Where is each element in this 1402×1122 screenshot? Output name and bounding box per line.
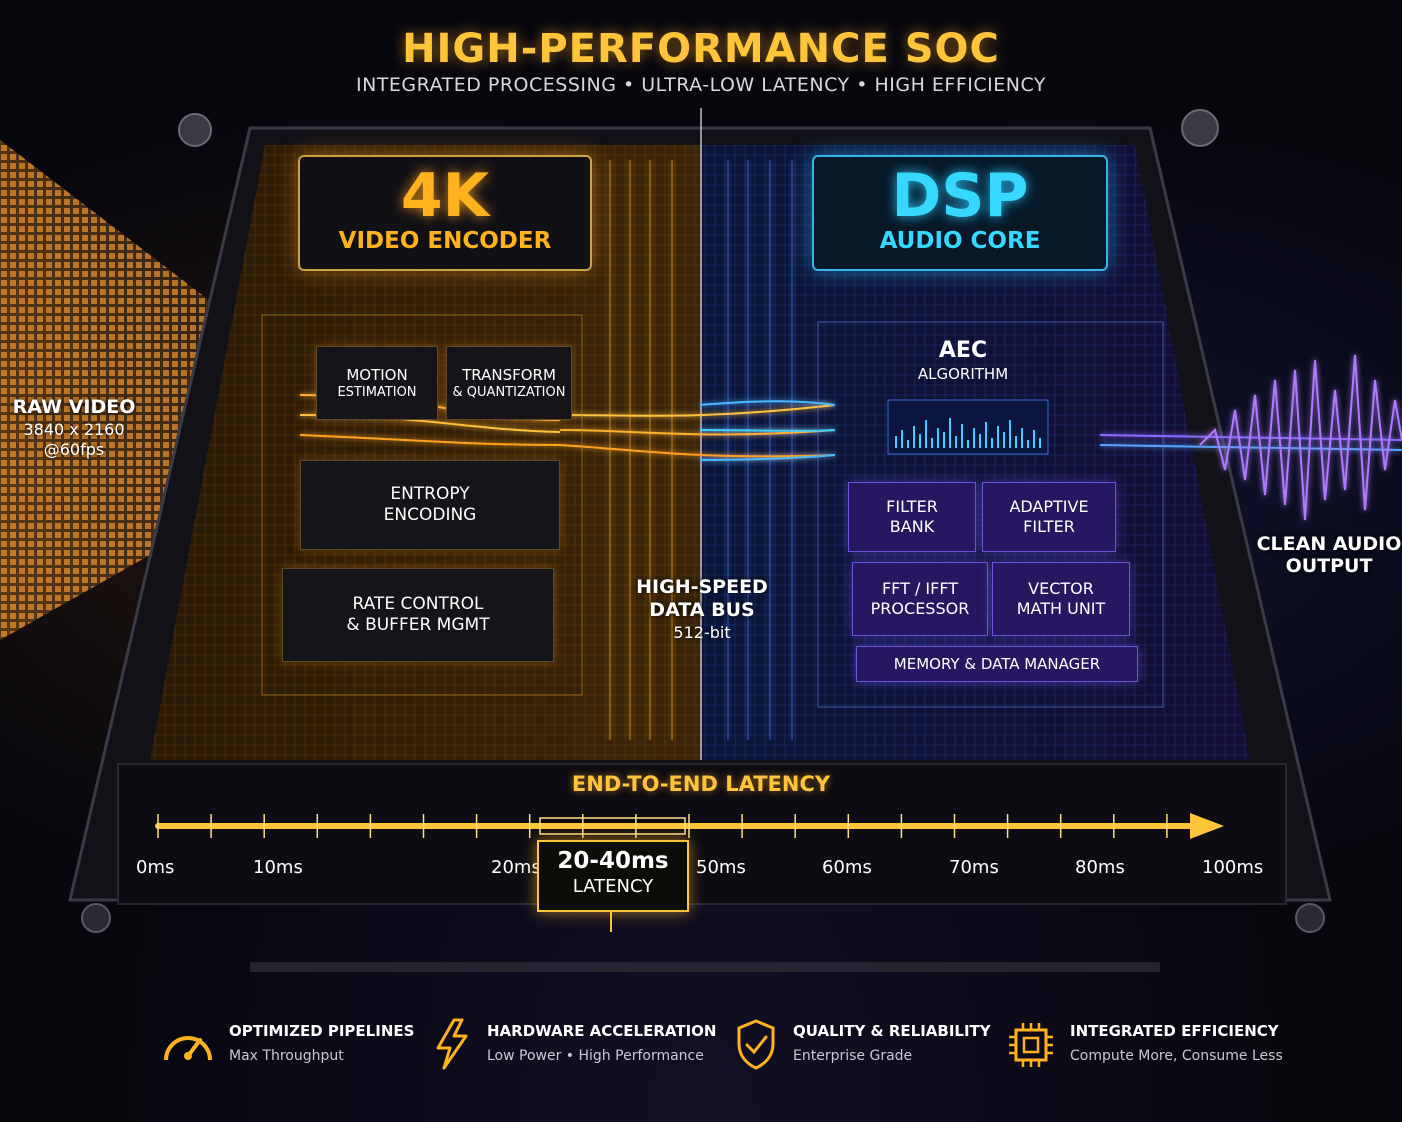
filter-bank-block: FILTER BANK <box>848 482 976 552</box>
speedometer-icon <box>164 1036 212 1061</box>
video-encoder-subtitle: VIDEO ENCODER <box>338 228 552 254</box>
rate-control-line1: RATE CONTROL <box>352 594 484 614</box>
vector-math-unit-block: VECTOR MATH UNIT <box>992 562 1130 636</box>
chip-icon <box>1009 1023 1053 1067</box>
data-bus-label: HIGH-SPEED DATA BUS 512-bit <box>620 576 784 644</box>
adaptive-filter-block: ADAPTIVE FILTER <box>982 482 1116 552</box>
rate-control-line2: & BUFFER MGMT <box>346 615 490 635</box>
motion-estimation-line2: ESTIMATION <box>337 385 417 400</box>
audio-core-subtitle: AUDIO CORE <box>879 228 1041 254</box>
data-bus-width: 512-bit <box>673 623 731 642</box>
audio-core-header: DSP AUDIO CORE <box>812 155 1108 271</box>
tick-label-50ms: 50ms <box>696 857 746 878</box>
motion-estimation-line1: MOTION <box>346 366 408 384</box>
feature-subtitle: Max Throughput <box>229 1048 344 1064</box>
feature-title: HARDWARE ACCELERATION <box>487 1022 717 1040</box>
page-title: HIGH-PERFORMANCE SOC <box>402 26 1000 72</box>
raw-video-label: RAW VIDEO 3840 x 2160 @60fps <box>8 396 140 459</box>
transform-line1: TRANSFORM <box>462 366 556 384</box>
aec-algorithm-block: AEC ALGORITHM <box>838 334 1088 388</box>
output-line2: OUTPUT <box>1285 555 1373 577</box>
entropy-encoding-block: ENTROPY ENCODING <box>300 460 560 550</box>
filter-bank-line1: FILTER <box>886 497 938 516</box>
shield-check-icon <box>737 1019 775 1070</box>
tick-label-100ms: 100ms <box>1202 857 1264 878</box>
entropy-line1: ENTROPY <box>390 484 470 504</box>
raw-video-title: RAW VIDEO <box>12 396 136 418</box>
feature-subtitle: Enterprise Grade <box>793 1048 913 1064</box>
data-bus-line2: DATA BUS <box>649 599 755 621</box>
latency-highlight-box: 20-40ms LATENCY <box>537 840 689 912</box>
raw-video-resolution: 3840 x 2160 <box>23 420 125 439</box>
adaptive-filter-line1: ADAPTIVE <box>1009 497 1089 516</box>
output-line1: CLEAN AUDIO <box>1256 533 1402 555</box>
tick-label-60ms: 60ms <box>822 857 872 878</box>
filter-bank-line2: BANK <box>889 517 935 536</box>
latency-axis-arrowhead <box>1190 813 1224 839</box>
feature-title: OPTIMIZED PIPELINES <box>229 1022 415 1040</box>
clean-audio-output-label: CLEAN AUDIO OUTPUT <box>1256 533 1402 577</box>
raw-video-framerate: @60fps <box>43 440 105 459</box>
vector-line2: MATH UNIT <box>1016 599 1106 618</box>
latency-highlight-range <box>539 817 686 835</box>
transform-line2: & QUANTIZATION <box>452 385 566 400</box>
video-encoder-header: 4K VIDEO ENCODER <box>298 155 592 271</box>
adaptive-filter-line2: FILTER <box>1023 517 1075 536</box>
page-subtitle: INTEGRATED PROCESSING • ULTRA-LOW LATENC… <box>356 74 1046 96</box>
lightning-icon <box>436 1018 468 1070</box>
transform-quantization-block: TRANSFORM & QUANTIZATION <box>446 346 572 420</box>
fft-line1: FFT / IFFT <box>881 579 959 598</box>
tick-label-0ms: 0ms <box>136 857 175 878</box>
feature-title: INTEGRATED EFFICIENCY <box>1070 1022 1279 1040</box>
tick-label-20ms: 20ms <box>491 857 541 878</box>
entropy-line2: ENCODING <box>383 505 477 525</box>
fft-line2: PROCESSOR <box>870 599 970 618</box>
feature-title: QUALITY & RELIABILITY <box>793 1022 991 1040</box>
latency-highlight-value: 20-40ms <box>557 848 669 874</box>
memory-data-manager-block: MEMORY & DATA MANAGER <box>856 646 1138 682</box>
feature-subtitle: Compute More, Consume Less <box>1070 1048 1283 1064</box>
tick-label-80ms: 80ms <box>1075 857 1125 878</box>
fft-processor-block: FFT / IFFT PROCESSOR <box>852 562 988 636</box>
latency-highlight-label: LATENCY <box>572 876 654 897</box>
aec-line2: ALGORITHM <box>917 365 1009 383</box>
memory-data-manager-label: MEMORY & DATA MANAGER <box>893 655 1101 673</box>
vector-line1: VECTOR <box>1028 579 1094 598</box>
rate-control-block: RATE CONTROL & BUFFER MGMT <box>282 568 554 662</box>
feature-subtitle: Low Power • High Performance <box>487 1048 704 1064</box>
audio-core-title: DSP <box>891 161 1029 231</box>
tick-label-70ms: 70ms <box>949 857 999 878</box>
latency-title: END-TO-END LATENCY <box>571 772 831 796</box>
motion-estimation-block: MOTION ESTIMATION <box>316 346 438 420</box>
tick-label-10ms: 10ms <box>253 857 303 878</box>
video-encoder-title: 4K <box>400 161 490 231</box>
aec-line1: AEC <box>938 338 988 363</box>
data-bus-line1: HIGH-SPEED <box>636 576 768 598</box>
